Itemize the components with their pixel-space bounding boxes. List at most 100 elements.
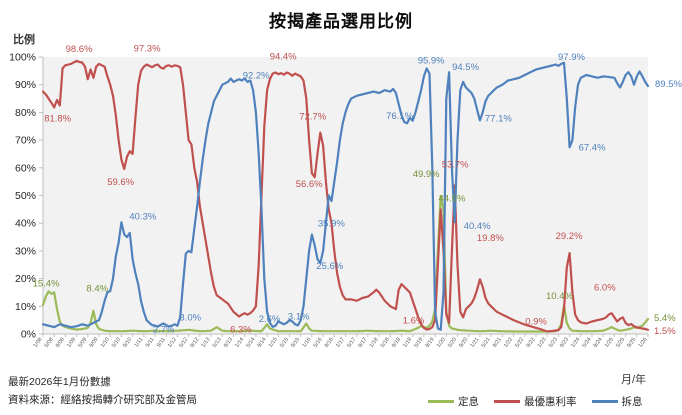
data-label-hibor: 40.3% bbox=[129, 211, 156, 222]
x-tick-label: 9/22 bbox=[526, 337, 537, 349]
x-tick-label: 5/18 bbox=[380, 337, 391, 349]
latest-data-note: 最新2026年1月份數據 bbox=[8, 376, 111, 388]
data-label-hibor: 40.4% bbox=[464, 221, 491, 232]
data-label-hibor: 2.6% bbox=[259, 314, 281, 325]
x-tick-label: 9/24 bbox=[593, 337, 604, 349]
data-label-hibor: 77.1% bbox=[485, 113, 512, 124]
y-tick-label: 90% bbox=[15, 79, 36, 91]
x-tick-label: 9/20 bbox=[458, 337, 469, 349]
x-tick-label: 5/22 bbox=[514, 337, 525, 349]
x-tick-label: 5/12 bbox=[178, 337, 189, 349]
x-tick-label: 5/19 bbox=[414, 337, 425, 349]
y-tick-label: 20% bbox=[15, 273, 36, 285]
x-tick-label: 5/16 bbox=[313, 337, 324, 349]
x-tick-label: 5/11 bbox=[145, 337, 156, 349]
plot-area bbox=[43, 57, 648, 334]
x-tick-label: 9/11 bbox=[156, 337, 167, 349]
x-tick-label: 1/21 bbox=[470, 337, 481, 349]
data-label-hibor: 97.9% bbox=[558, 52, 585, 63]
legend-label-prime: 最優惠利率 bbox=[524, 396, 577, 408]
x-tick-label: 1/17 bbox=[335, 337, 346, 349]
data-label-prime: 19.8% bbox=[477, 233, 504, 244]
y-axis-title: 比例 bbox=[13, 34, 35, 46]
x-tick-label: 5/14 bbox=[245, 337, 256, 349]
data-label-prime: 81.8% bbox=[44, 113, 71, 124]
data-label-prime: 53.7% bbox=[442, 159, 469, 170]
x-tick-label: 9/09 bbox=[89, 337, 100, 349]
data-label-prime: 56.6% bbox=[296, 179, 323, 190]
x-tick-label: 5/17 bbox=[346, 337, 357, 349]
x-tick-label: 1/19 bbox=[402, 337, 413, 349]
data-label-prime: 1.5% bbox=[654, 326, 676, 337]
x-tick-label: 1/15 bbox=[268, 337, 279, 349]
chart-legend: 定息 最優惠利率 拆息 bbox=[428, 394, 643, 409]
x-tick-label: 9/14 bbox=[257, 337, 268, 349]
y-tick-label: 30% bbox=[15, 245, 36, 257]
x-tick-label: 9/16 bbox=[324, 337, 335, 349]
x-tick-label: 1/18 bbox=[369, 337, 380, 349]
y-tick-label: 80% bbox=[15, 107, 36, 119]
x-tick-label: 1/13 bbox=[201, 337, 212, 349]
data-label-fixed: 10.4% bbox=[546, 291, 573, 302]
data-label-hibor: 89.5% bbox=[655, 79, 682, 90]
x-tick-label: 9/17 bbox=[357, 337, 368, 349]
legend-item-prime: 最優惠利率 bbox=[494, 394, 577, 409]
x-tick-label: 1/16 bbox=[301, 337, 312, 349]
x-tick-label: 9/19 bbox=[425, 337, 436, 349]
legend-swatch-hibor bbox=[591, 400, 618, 403]
data-label-fixed: 49.9% bbox=[413, 169, 440, 180]
data-label-hibor: 95.9% bbox=[418, 55, 445, 66]
x-tick-label: 5/08 bbox=[44, 337, 55, 349]
x-tick-label: 1/12 bbox=[167, 337, 178, 349]
chart-title: 按揭產品選用比例 bbox=[269, 12, 413, 31]
series-line-hibor bbox=[41, 61, 650, 331]
data-label-hibor: 67.4% bbox=[579, 142, 606, 153]
x-tick-label: 9/10 bbox=[122, 337, 133, 349]
x-tick-label: 5/13 bbox=[212, 337, 223, 349]
data-label-hibor: 35.9% bbox=[318, 219, 345, 230]
x-tick-label: 5/10 bbox=[111, 337, 122, 349]
data-label-hibor: 76.1% bbox=[386, 111, 413, 122]
legend-swatch-fixed bbox=[428, 400, 454, 403]
data-label-prime: 0.9% bbox=[525, 317, 547, 328]
x-tick-label: 1/24 bbox=[570, 337, 581, 349]
x-tick-label: 5/15 bbox=[279, 337, 290, 349]
y-tick-label: 100% bbox=[9, 52, 36, 64]
data-label-prime: 98.6% bbox=[66, 44, 93, 55]
x-tick-label: 1/11 bbox=[134, 337, 145, 349]
x-tick-label: 5/25 bbox=[615, 337, 626, 349]
x-tick-label: 9/08 bbox=[55, 337, 66, 349]
y-tick-label: 50% bbox=[15, 190, 36, 202]
x-tick-label: 1/08 bbox=[33, 337, 44, 349]
series-line-prime bbox=[41, 59, 650, 333]
legend-swatch-prime bbox=[494, 400, 520, 403]
data-label-hibor: 25.6% bbox=[316, 261, 343, 272]
data-label-fixed: 15.4% bbox=[33, 278, 60, 289]
x-tick-label: 1/23 bbox=[537, 337, 548, 349]
data-label-prime: 1.6% bbox=[403, 316, 425, 327]
x-tick-label: 1/09 bbox=[66, 337, 77, 349]
data-label-prime: 59.6% bbox=[107, 177, 134, 188]
data-label-prime: 6.3% bbox=[230, 325, 252, 336]
y-tick-label: 70% bbox=[15, 135, 36, 147]
chart-canvas: 0%10%20%30%40%50%60%70%80%90%100%1/08 5/0… bbox=[9, 44, 682, 349]
x-tick-label: 1/25 bbox=[604, 337, 615, 349]
x-tick-label: 9/15 bbox=[290, 337, 301, 349]
x-tick-label: 5/09 bbox=[77, 337, 88, 349]
x-tick-label: 5/21 bbox=[481, 337, 492, 349]
data-label-fixed: 44.6% bbox=[439, 194, 466, 205]
legend-item-hibor: 拆息 bbox=[591, 394, 643, 409]
x-tick-label: 1/22 bbox=[503, 337, 514, 349]
data-label-hibor: 94.5% bbox=[452, 62, 479, 73]
x-tick-label: 1/10 bbox=[100, 337, 111, 349]
x-tick-label: 9/13 bbox=[223, 337, 234, 349]
data-label-prime: 97.3% bbox=[134, 44, 161, 55]
y-tick-label: 0% bbox=[21, 329, 36, 341]
y-tick-label: 10% bbox=[15, 301, 36, 313]
chart-footer: 最新2026年1月份數據 資料來源：經絡按揭轉介研究部及金管局 bbox=[8, 373, 197, 409]
data-label-fixed: 5.4% bbox=[654, 313, 676, 324]
data-label-hibor: 3.0% bbox=[179, 313, 201, 324]
legend-item-fixed: 定息 bbox=[428, 394, 479, 409]
data-label-hibor: 2.7% bbox=[153, 325, 175, 336]
